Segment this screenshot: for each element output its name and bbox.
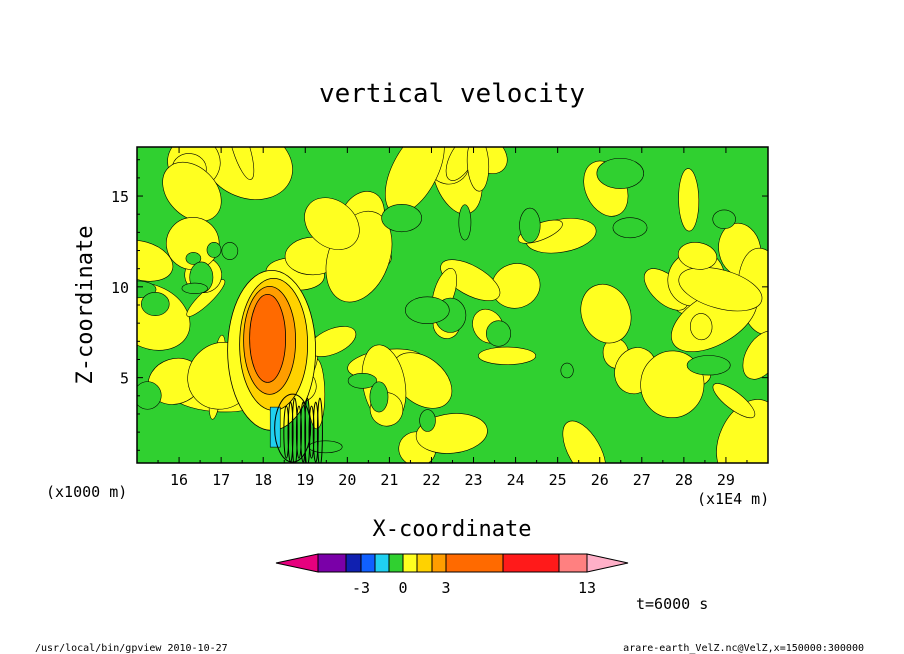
- green-hole: [612, 217, 648, 239]
- x-axis-label: X-coordinate: [373, 517, 532, 542]
- y-axis-label: Z-coordinate: [73, 226, 98, 385]
- contour-line: [283, 405, 290, 459]
- colorbar-segment: [388, 553, 404, 573]
- footer-left: /usr/local/bin/gpview 2010-10-27: [35, 643, 228, 654]
- yellow-patch: [742, 330, 768, 380]
- yellow-patch: [689, 313, 713, 341]
- time-annotation: t=6000 s: [636, 595, 708, 613]
- green-hole: [485, 320, 511, 347]
- colorbar-segment: [360, 553, 376, 573]
- colorbar-segment: [416, 553, 433, 573]
- colorbar-segment: [345, 553, 362, 573]
- footer-right: arare-earth_VelZ.nc@VelZ,x=150000:300000: [623, 643, 864, 654]
- yellow-patch: [186, 279, 226, 317]
- y-axis-ticks: 5 10 15: [111, 159, 768, 451]
- x-axis-ticks: 16 17 18 19 20 21 22 23 24 25 26 27 28 29: [157, 147, 748, 489]
- convective-core: [227, 270, 323, 463]
- downdraft-cell: [269, 406, 281, 448]
- contour-line: [316, 397, 323, 463]
- x-tick-label: 21: [380, 471, 398, 489]
- green-hole: [206, 242, 222, 258]
- colorbar-segment: [431, 553, 447, 573]
- green-hole: [369, 381, 389, 413]
- contour-line: [312, 401, 319, 463]
- green-hole: [596, 157, 644, 189]
- green-hole: [181, 282, 208, 294]
- green-hole: [221, 242, 239, 260]
- core-max: [249, 294, 287, 383]
- green-hole: [404, 296, 450, 324]
- yellow-patch: [716, 399, 768, 463]
- green-hole: [185, 252, 202, 265]
- x-tick-label: 18: [254, 471, 272, 489]
- x-tick-label: 29: [717, 471, 735, 489]
- yellow-patch: [440, 259, 501, 302]
- contour-line: [295, 405, 302, 459]
- yellow-patch: [678, 168, 700, 232]
- x-tick-label: 23: [465, 471, 483, 489]
- x-tick-label: 27: [633, 471, 651, 489]
- yellow-patch: [162, 161, 222, 222]
- x-unit-label: (x1E4 m): [697, 490, 769, 508]
- yellow-patch: [712, 383, 756, 419]
- colorbar-segment: [445, 553, 504, 573]
- x-tick-label: 22: [422, 471, 440, 489]
- plot-area: [137, 147, 768, 463]
- colorbar-segment: [374, 553, 390, 573]
- x-tick-label: 26: [591, 471, 609, 489]
- colorbar-label-13: 13: [578, 579, 596, 597]
- x-tick-label: 24: [507, 471, 525, 489]
- y-unit-label: (x1000 m): [46, 483, 127, 501]
- colorbar-under: [275, 553, 319, 573]
- colorbar-label-3: 3: [441, 579, 450, 597]
- x-tick-label: 16: [170, 471, 188, 489]
- y-tick-label: 10: [111, 279, 129, 297]
- green-hole: [419, 409, 436, 432]
- colorbar-label-neg3: -3: [352, 579, 370, 597]
- colorbar: [275, 553, 629, 573]
- yellow-patch: [137, 239, 174, 282]
- colorbar-over: [586, 553, 629, 573]
- chart-title: vertical velocity: [319, 79, 585, 109]
- green-hole: [381, 204, 422, 233]
- green-hole: [686, 355, 731, 376]
- x-tick-label: 20: [338, 471, 356, 489]
- yellow-patch: [678, 267, 763, 312]
- y-tick-label: 5: [120, 370, 129, 388]
- y-tick-label: 15: [111, 188, 129, 206]
- contour-line: [291, 397, 298, 463]
- green-hole: [347, 373, 378, 389]
- x-tick-label: 17: [212, 471, 230, 489]
- x-tick-label: 25: [549, 471, 567, 489]
- colorbar-segment: [502, 553, 560, 573]
- green-hole: [458, 204, 472, 241]
- x-tick-label: 28: [675, 471, 693, 489]
- x-tick-label: 19: [296, 471, 314, 489]
- contour-line: [304, 397, 311, 463]
- green-hole: [140, 292, 170, 317]
- colorbar-segment: [558, 553, 588, 573]
- contour-line: [308, 405, 315, 459]
- green-hole: [137, 381, 162, 410]
- colorbar-segment: [402, 553, 418, 573]
- green-hole: [519, 207, 541, 243]
- colorbar-segment: [317, 553, 347, 573]
- yellow-patch: [304, 197, 360, 250]
- green-hole: [560, 362, 574, 379]
- yellow-patch: [466, 147, 490, 192]
- contour-outline: [274, 393, 312, 463]
- yellow-patch: [562, 420, 607, 463]
- yellow-patch: [580, 283, 632, 344]
- yellow-patch: [677, 242, 718, 270]
- yellow-patch: [137, 282, 191, 351]
- green-hole: [712, 209, 736, 230]
- yellow-patch: [478, 346, 537, 365]
- contour-line: [300, 401, 307, 463]
- colorbar-label-0: 0: [398, 579, 407, 597]
